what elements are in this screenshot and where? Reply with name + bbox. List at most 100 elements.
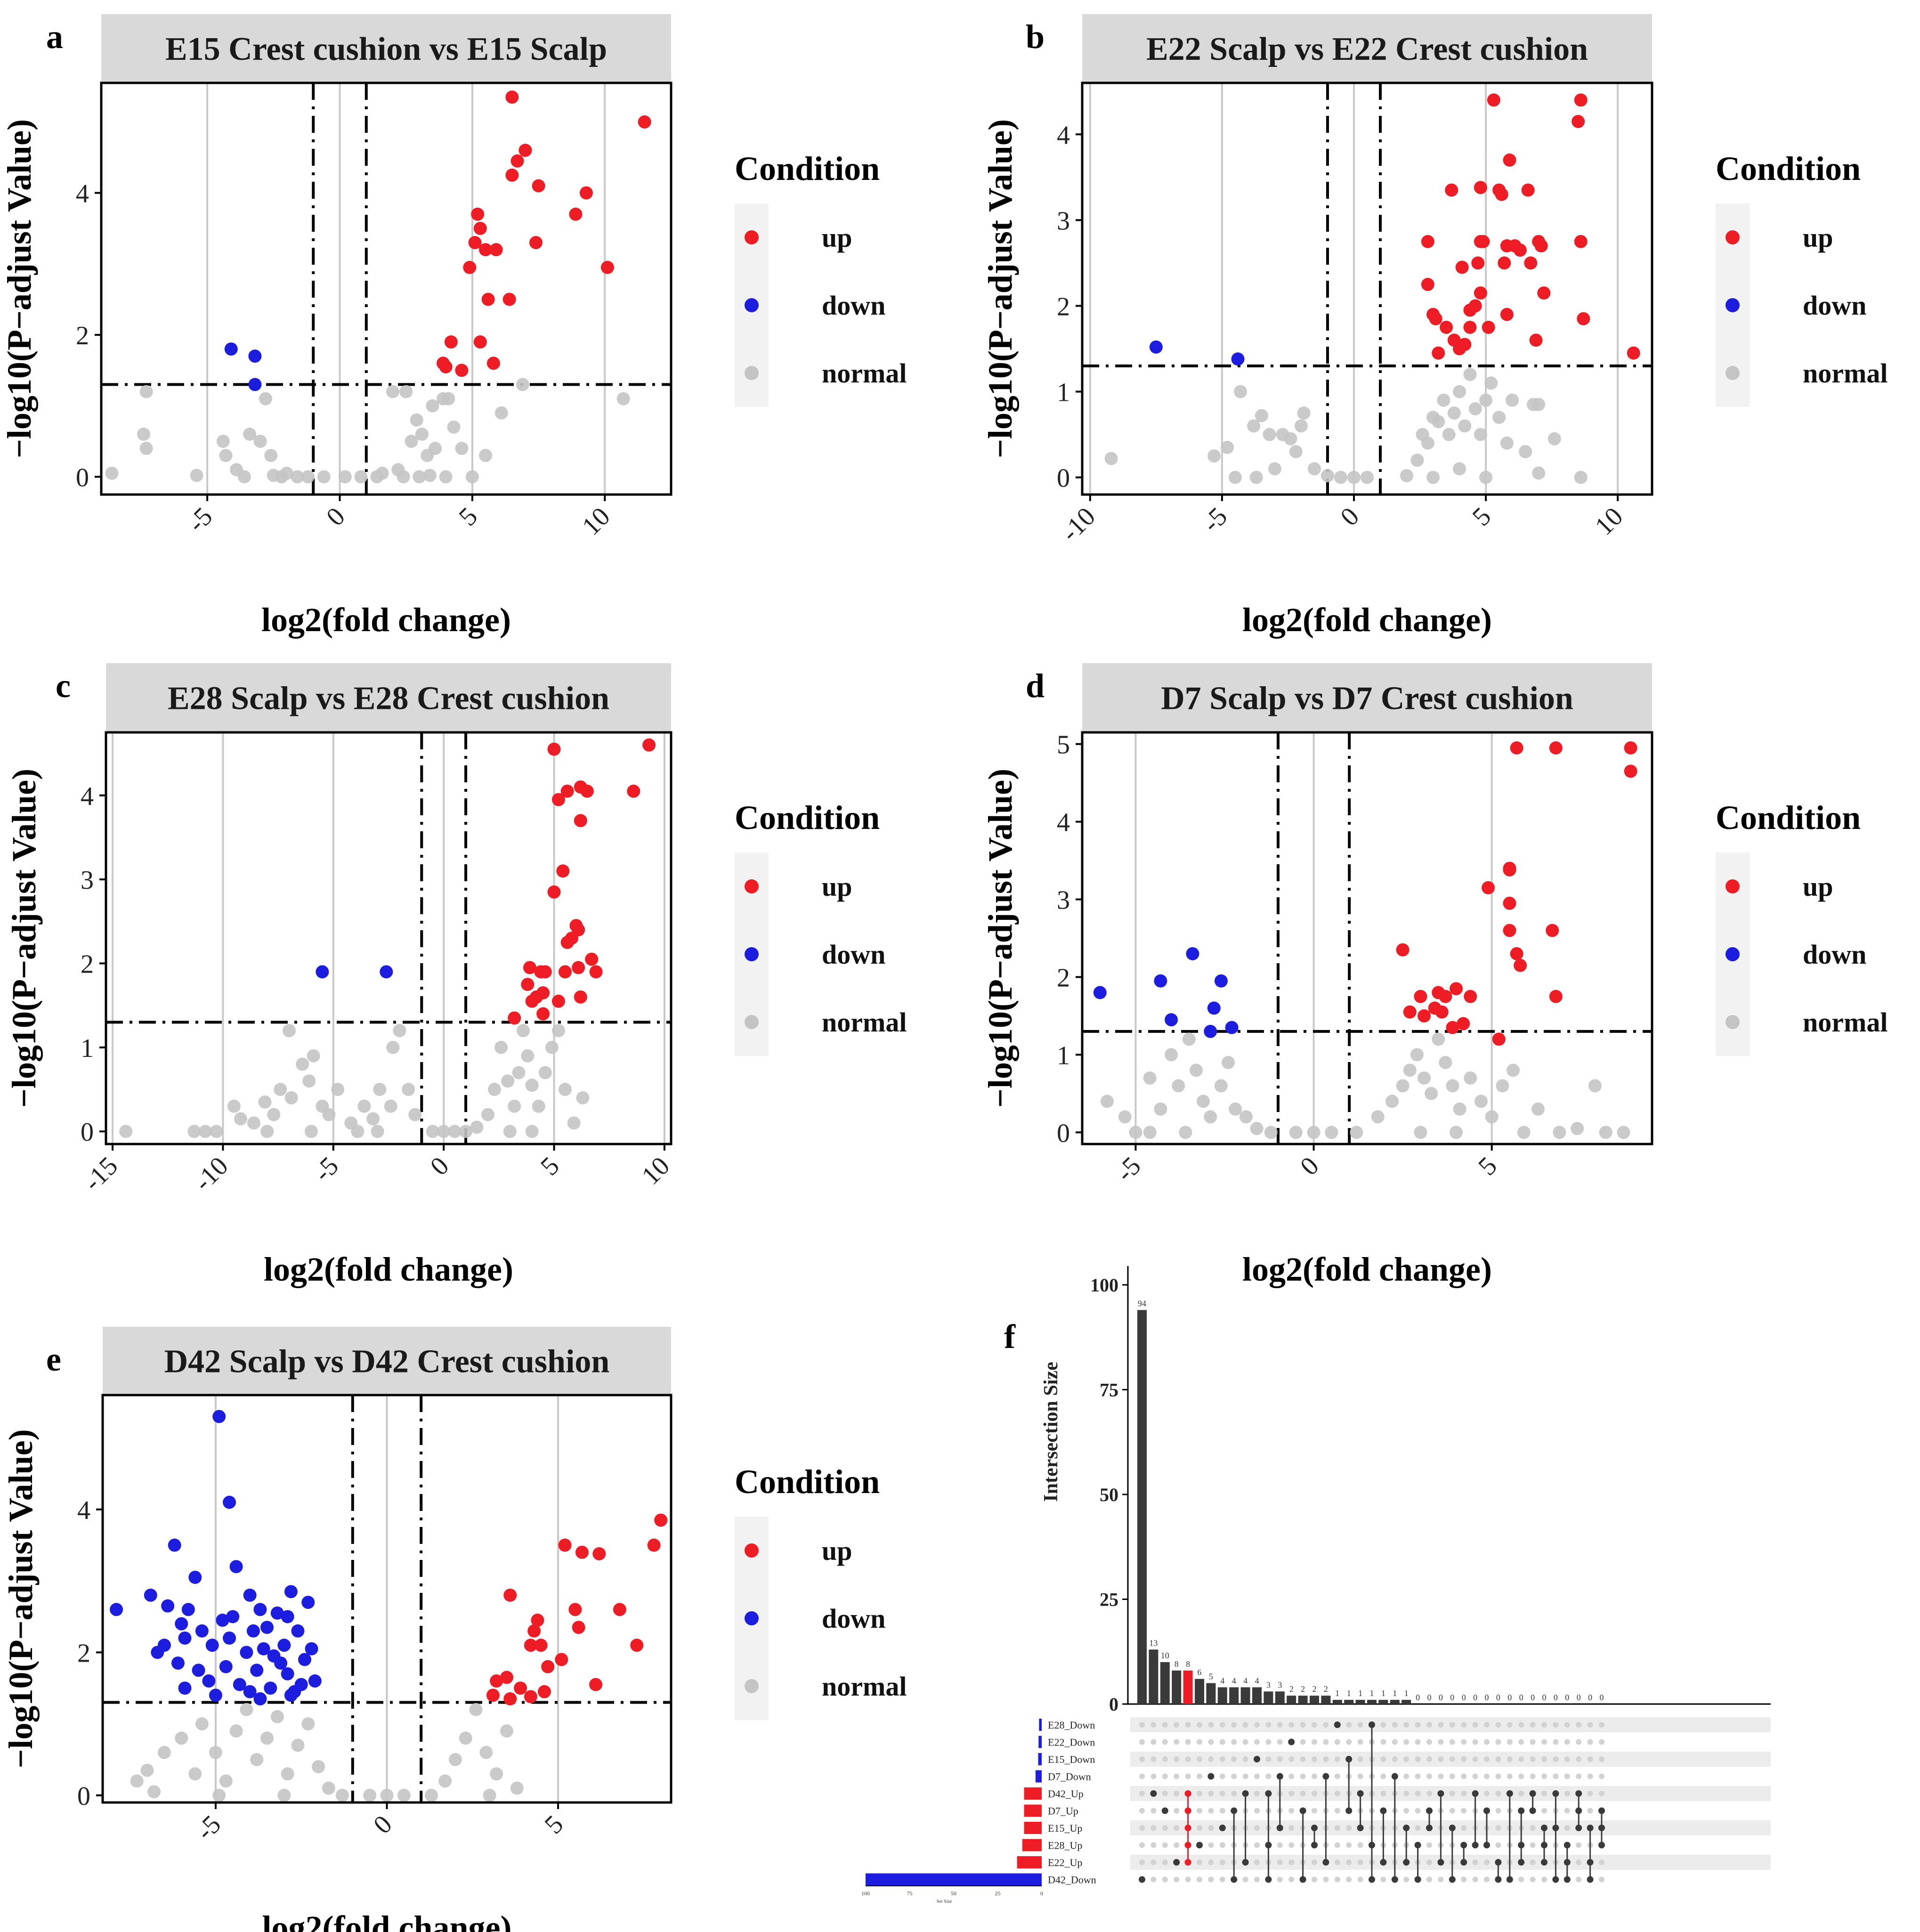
matrix-dot-empty	[1219, 1842, 1225, 1848]
matrix-dot-empty	[1265, 1739, 1272, 1745]
matrix-dot-empty	[1150, 1722, 1157, 1728]
point-down	[151, 1646, 164, 1659]
point-normal	[386, 385, 400, 398]
matrix-dot-filled	[1495, 1876, 1502, 1883]
matrix-dot-empty	[1484, 1859, 1490, 1865]
matrix-dot-empty	[1461, 1756, 1467, 1762]
point-normal	[1307, 1126, 1321, 1139]
matrix-dot-empty	[1300, 1791, 1306, 1796]
matrix-dot-empty	[1323, 1722, 1329, 1728]
point-up	[1624, 764, 1637, 778]
matrix-dot-empty	[1334, 1825, 1340, 1831]
point-up	[502, 292, 516, 306]
matrix-dot-empty	[1197, 1791, 1202, 1796]
legend-label-normal: normal	[1803, 1007, 1888, 1038]
point-down	[380, 965, 393, 979]
matrix-dot-empty	[1265, 1722, 1272, 1728]
matrix-dot-empty	[1197, 1739, 1202, 1745]
intersection-bar-label: 10	[1161, 1651, 1169, 1660]
matrix-dot-filled	[1322, 1859, 1329, 1866]
point-up	[1403, 1005, 1417, 1019]
matrix-dot-empty	[1449, 1808, 1455, 1814]
point-up	[589, 965, 603, 979]
point-normal	[1104, 452, 1118, 465]
point-normal	[1496, 1079, 1509, 1093]
legend-title: Condition	[735, 1463, 880, 1501]
intersection-bar-label: 0	[1485, 1693, 1489, 1702]
point-normal	[291, 470, 304, 484]
point-normal	[459, 1125, 473, 1138]
set-size-tick-label: 100	[861, 1890, 870, 1897]
series-up	[1396, 741, 1637, 1046]
intersection-bar-label: 0	[1554, 1693, 1558, 1702]
matrix-dot-empty	[1599, 1791, 1604, 1796]
point-up	[489, 243, 503, 257]
matrix-dot-empty	[1139, 1773, 1145, 1779]
matrix-dot-empty	[1599, 1756, 1604, 1762]
matrix-dot-empty	[1449, 1791, 1455, 1796]
matrix-dot-empty	[1564, 1791, 1570, 1796]
matrix-dot-filled	[1472, 1790, 1479, 1797]
matrix-dot-empty	[1495, 1739, 1501, 1745]
matrix-dot-empty	[1197, 1859, 1202, 1865]
y-axis-label: −log10(P−adjust Value)	[981, 769, 1019, 1108]
matrix-dot-filled	[1564, 1859, 1571, 1866]
y-axis-label: −log10(P−adjust Value)	[981, 119, 1019, 458]
point-up	[1476, 235, 1490, 248]
matrix-dot-empty	[1495, 1842, 1501, 1848]
set-label: D7_Up	[1048, 1805, 1078, 1817]
matrix-dot-empty	[1415, 1791, 1421, 1796]
matrix-dot-filled	[1184, 1807, 1191, 1814]
intersection-bar	[1402, 1700, 1411, 1704]
point-up	[439, 360, 453, 373]
intersection-bar-label: 0	[1600, 1693, 1604, 1702]
set-size-bar	[1024, 1804, 1042, 1817]
matrix-dot-empty	[1150, 1859, 1157, 1865]
point-down	[1231, 352, 1245, 366]
point-up	[529, 236, 543, 250]
matrix-dot-empty	[1185, 1756, 1191, 1762]
legend-key-normal	[745, 1679, 759, 1693]
matrix-dot-empty	[1139, 1791, 1145, 1796]
intersection-bar-label: 4	[1255, 1676, 1259, 1685]
set-size-bar	[1024, 1822, 1042, 1834]
matrix-dot-empty	[1162, 1825, 1168, 1831]
point-up	[1627, 346, 1640, 360]
x-tick-label: 0	[425, 1151, 455, 1181]
matrix-dot-empty	[1357, 1876, 1363, 1883]
matrix-dot-empty	[1426, 1739, 1432, 1745]
point-up	[1464, 990, 1477, 1003]
intersection-bar	[1390, 1700, 1400, 1704]
intersection-bar-label: 1	[1404, 1688, 1409, 1698]
point-up	[613, 1603, 626, 1616]
legend-label-down: down	[1803, 939, 1866, 970]
matrix-dot-empty	[1415, 1825, 1421, 1831]
point-normal	[302, 1074, 316, 1088]
matrix-dot-empty	[1312, 1756, 1317, 1762]
matrix-dot-empty	[1518, 1756, 1524, 1762]
point-up	[574, 814, 587, 828]
point-normal	[426, 399, 439, 413]
x-tick-label: -15	[78, 1151, 124, 1197]
point-normal	[567, 1116, 581, 1130]
point-up	[547, 742, 561, 756]
point-up	[627, 784, 640, 798]
matrix-dot-filled	[1403, 1825, 1410, 1831]
point-down	[209, 1688, 222, 1702]
point-down	[284, 1585, 298, 1599]
matrix-dot-empty	[1392, 1739, 1398, 1745]
point-normal	[516, 1024, 530, 1038]
matrix-dot-empty	[1150, 1739, 1157, 1745]
matrix-dot-filled	[1242, 1859, 1249, 1866]
point-up	[1421, 277, 1434, 291]
intersection-bar-label: 0	[1507, 1693, 1512, 1702]
point-down	[212, 1410, 226, 1423]
matrix-dot-empty	[1564, 1739, 1570, 1745]
matrix-dot-empty	[1150, 1756, 1157, 1762]
point-normal	[291, 1738, 305, 1752]
point-normal	[1350, 1126, 1363, 1139]
point-normal	[258, 1095, 272, 1109]
point-down	[305, 1642, 318, 1656]
point-normal	[1410, 454, 1424, 467]
point-normal	[1485, 1110, 1499, 1124]
